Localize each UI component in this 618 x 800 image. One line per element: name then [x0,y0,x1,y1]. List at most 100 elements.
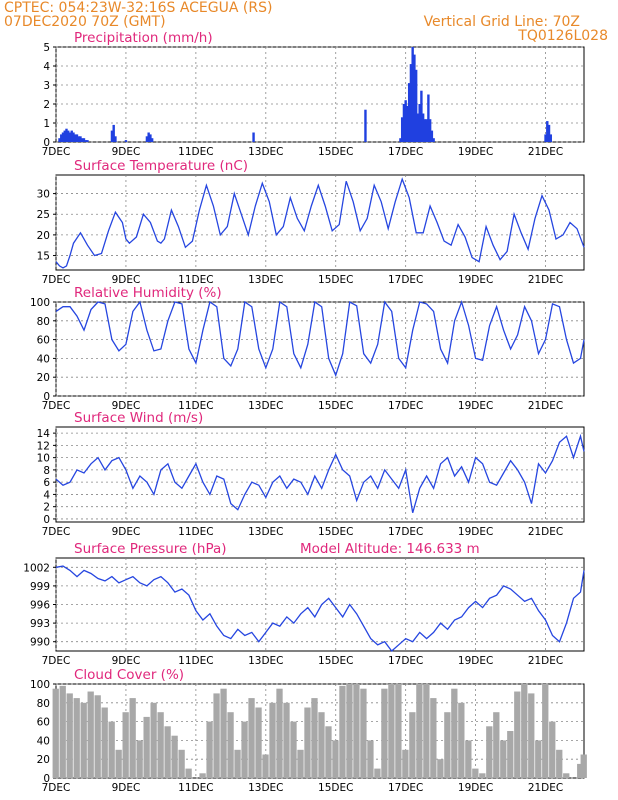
rh-x-tick-label: 7DEC [42,400,71,412]
rh-y-tick-label: 60 [37,335,50,347]
wind-title: Surface Wind (m/s) [74,410,203,426]
precip-bar [60,134,63,142]
temp-x-tick-label: 11DEC [178,274,213,286]
rh-line [55,299,585,378]
temp-y-tick-label: 30 [37,189,50,201]
precip-x-tick-label: 13DEC [248,146,283,158]
rh-x-tick-label: 11DEC [178,400,213,412]
precip-bar [364,109,367,142]
precip-bar [68,132,72,142]
cloud-column [185,768,192,778]
precip-bar [404,100,407,142]
rh-y-tick-label: 100 [30,297,50,309]
cloud-column [423,684,430,778]
precip-bar [402,104,406,142]
precip-bar [63,130,66,142]
precip-bar [414,69,418,142]
precip-bar [418,104,421,142]
precip-y-tick-label: 1 [43,118,50,130]
rh-x-tick-label: 9DEC [112,400,141,412]
temp-x-tick-label: 15DEC [318,274,353,286]
precip-y-tick-label: 0 [43,137,50,149]
cloud-column [311,698,318,778]
cloud-column [416,684,423,778]
wind-y-tick-label: 2 [43,502,50,514]
precip-x-tick-label: 9DEC [112,146,141,158]
precip-bar [547,124,551,142]
precip-bar [61,132,65,142]
precip-panel: 7DEC 9DEC 11DEC 13DEC 15DEC 17DEC 19DEC 21DEC 0 1… [42,30,585,158]
precip-bar [549,134,552,142]
precip-bar [150,138,154,142]
cloud-column [171,735,178,778]
precip-bar [427,94,430,142]
wind-x-tick-label: 11DEC [178,526,213,538]
cloud-column [73,698,80,778]
precip-x-tick-label: 21DEC [528,146,563,158]
wind-y-tick-label: 4 [43,489,50,501]
cloud-column [549,721,556,778]
wind-x-tick-label: 15DEC [318,526,353,538]
cloud-column [115,749,122,778]
wind-y-tick-label: 6 [43,477,50,489]
temp-x-tick-label: 13DEC [248,274,283,286]
cloud-y-tick-label: 80 [37,698,50,710]
precip-bar [149,134,152,142]
wind-x-tick-label: 9DEC [112,526,141,538]
wind-y-tick-label: 14 [37,428,51,440]
temp-x-tick-label: 19DEC [458,274,493,286]
cloud-column [255,707,262,778]
cloud-column [444,712,451,778]
cloud-column [269,702,276,778]
temp-title: Surface Temperature (nC) [74,158,248,174]
temp-x-tick-label: 21DEC [528,274,563,286]
cloud-column [493,712,500,778]
cloud-column [101,707,108,778]
precip-bar [81,138,84,142]
cloud-column [577,763,584,778]
cloud-column [458,702,465,778]
precip-frame [55,46,585,143]
rh-y-tick-label: 0 [43,391,50,403]
cloud-column [304,707,311,778]
cloud-column [472,768,479,778]
wind-x-tick-label: 13DEC [248,526,283,538]
rh-x-tick-label: 19DEC [458,400,493,412]
cloud-column [227,712,234,778]
cloud-column [59,685,66,778]
temp-frame [55,174,585,271]
precip-y-tick-label: 2 [43,99,50,111]
cloud-column [248,698,255,778]
pres-x-tick-label: 7DEC [42,655,71,667]
header-model-code: TQ0126L028 [518,28,608,44]
cloud-column [297,749,304,778]
precip-bar [70,130,73,142]
cloud-y-tick-label: 0 [43,773,50,785]
precip-bar [421,113,425,142]
precip-bar [110,130,114,142]
cloud-column [409,712,416,778]
header-station: CPTEC: 054:23W-32:16S ACEGUA (RS) [4,0,273,16]
precip-bar [400,117,404,142]
cloud-column [395,684,402,778]
cloud-column [563,773,570,778]
precip-bar [407,83,411,142]
pres-x-tick-label: 13DEC [248,655,283,667]
precip-bar [145,136,149,142]
precip-bar [79,136,82,142]
precip-bar [413,54,416,142]
cloud-column [129,698,136,778]
cloud-title: Cloud Cover (%) [74,667,184,683]
cloud-column [514,691,521,778]
pres-panel: 7DEC 9DEC 11DEC 13DEC 15DEC 17DEC 19DEC 21DEC 99… [23,541,585,667]
cloud-column [206,721,213,778]
pres-x-tick-label: 9DEC [112,655,141,667]
cloud-column [87,691,94,778]
pres-x-tick-label: 17DEC [388,655,423,667]
precip-bar [420,90,423,142]
pres-y-tick-label: 999 [30,581,50,593]
pres-title: Surface Pressure (hPa) [74,541,227,557]
cloud-column [479,773,486,778]
precip-bar [84,140,87,142]
precip-bar [409,64,413,142]
